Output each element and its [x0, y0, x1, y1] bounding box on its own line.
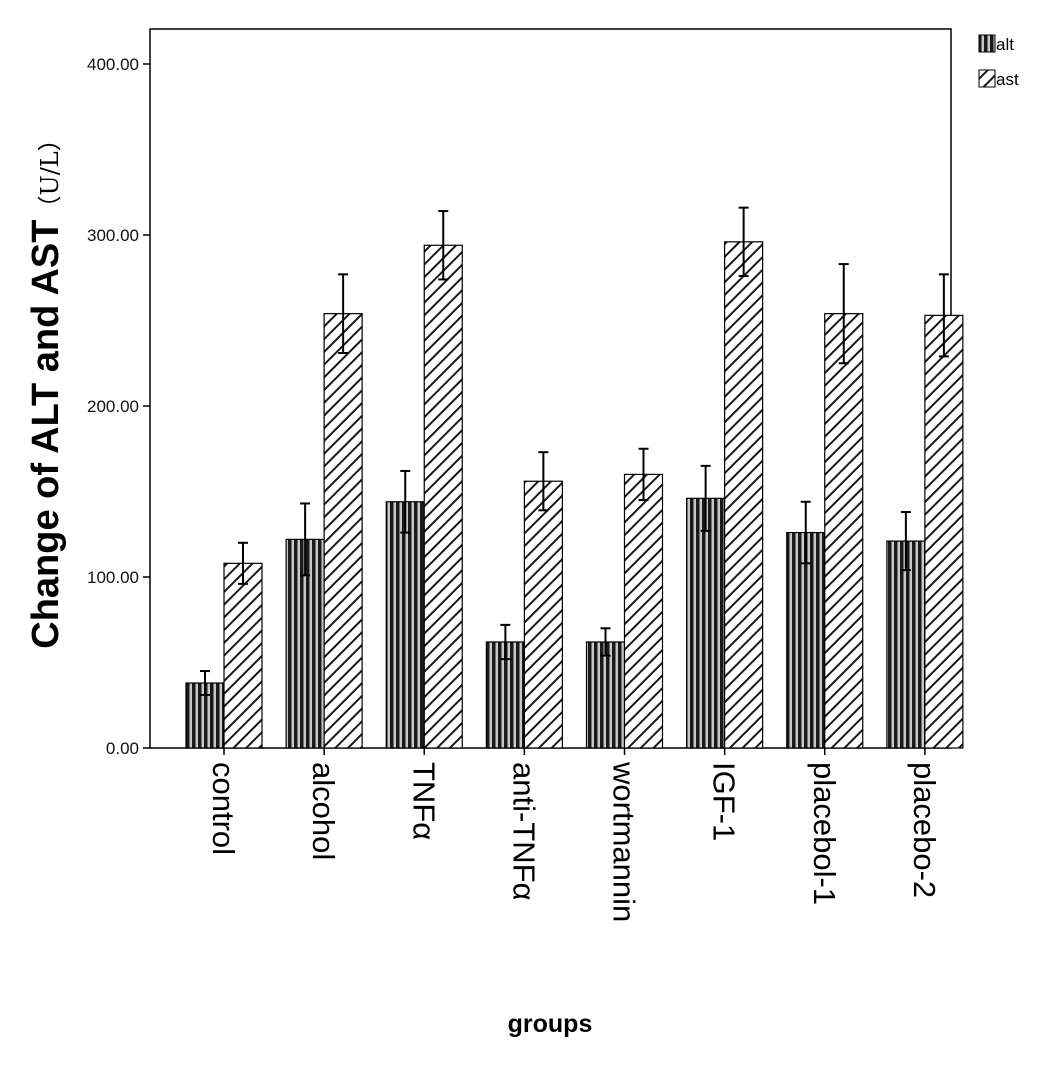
x-tick-label: alcohol — [306, 762, 341, 860]
x-tick-label: anti-TNFα — [506, 762, 541, 901]
bar-ast — [824, 313, 864, 749]
bar-ast — [924, 314, 964, 749]
y-tick-label: 400.00 — [87, 55, 139, 74]
x-tick-label: TNFα — [406, 762, 441, 840]
x-axis-tick-labels: control alcohol TNFα anti-TNFα wortmannin IGF… — [206, 748, 942, 922]
bar-ast — [323, 313, 363, 749]
bar-ast — [223, 562, 263, 749]
x-tick-label: placebo-2 — [907, 762, 942, 898]
y-axis: 0.00 100.00 200.00 300.00 400.00 — [87, 55, 150, 758]
y-axis-title: Change of ALT and AST（U/L） — [25, 127, 67, 648]
bar-alt — [585, 641, 626, 749]
y-axis-title-unit: （U/L） — [36, 127, 64, 219]
y-tick-label: 100.00 — [87, 568, 139, 587]
y-tick-label: 0.00 — [106, 739, 139, 758]
bar-alt — [385, 501, 425, 749]
x-tick-label: control — [206, 762, 241, 855]
x-tick-label: placebol-1 — [807, 762, 842, 905]
bar-ast — [724, 241, 764, 749]
error-bars — [200, 206, 949, 696]
y-tick-label: 300.00 — [87, 226, 139, 245]
bar-alt — [886, 540, 926, 749]
x-tick-label: IGF-1 — [707, 762, 742, 841]
bar-alt — [786, 531, 826, 749]
bar-ast — [623, 473, 664, 749]
legend-label-ast: ast — [996, 70, 1019, 89]
legend: alt ast — [978, 34, 1019, 89]
legend-label-alt: alt — [996, 35, 1014, 54]
legend-swatch-alt — [978, 34, 996, 53]
y-axis-title-main: Change of ALT and AST — [25, 220, 67, 649]
bar-ast — [423, 244, 463, 749]
x-tick-label: wortmannin — [607, 761, 642, 922]
bar-ast — [523, 480, 563, 749]
bar-alt — [185, 682, 225, 749]
legend-swatch-ast — [978, 69, 996, 88]
y-tick-label: 200.00 — [87, 397, 139, 416]
bar-alt — [686, 497, 726, 749]
bars — [185, 241, 964, 749]
x-axis-title: groups — [508, 1010, 593, 1038]
